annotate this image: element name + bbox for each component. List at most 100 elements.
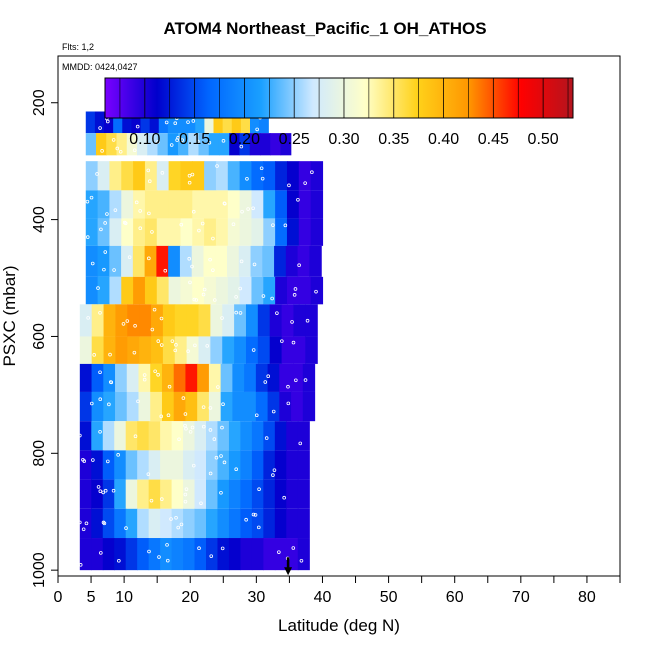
heat-cell — [275, 218, 288, 246]
heat-cell — [206, 421, 219, 451]
heat-cell — [204, 218, 217, 246]
sample-point — [209, 554, 214, 558]
heat-cell — [121, 276, 134, 305]
heat-cell — [114, 479, 127, 509]
sample-point — [165, 558, 170, 563]
heat-cell — [240, 538, 253, 571]
heat-cell — [106, 133, 118, 156]
heat-cell — [251, 450, 264, 480]
heat-cell — [162, 336, 176, 364]
heat-cell — [144, 190, 158, 219]
heat-cell — [168, 276, 182, 305]
sample-point — [138, 209, 142, 213]
heat-cell — [109, 276, 122, 305]
y-tick-label: 800 — [31, 440, 48, 467]
heat-cell — [151, 304, 164, 337]
colorbar-tick-label: 0.15 — [179, 131, 210, 148]
heat-cell — [305, 336, 318, 364]
heat-cell — [239, 133, 251, 156]
heat-cell — [274, 450, 287, 480]
heat-cell — [125, 450, 138, 480]
sample-point — [103, 250, 108, 254]
sample-point — [142, 377, 147, 382]
heat-cell — [79, 391, 93, 422]
heat-cell — [97, 218, 111, 246]
y-tick-label: 600 — [31, 323, 48, 350]
sample-point — [214, 455, 219, 460]
heat-cell — [270, 133, 282, 156]
heat-cell — [204, 276, 217, 305]
heat-cell — [263, 161, 276, 191]
heat-cell — [148, 479, 161, 509]
heat-cell — [91, 508, 104, 539]
heat-cell — [137, 450, 150, 480]
heat-cell — [115, 336, 128, 364]
end-marker-head — [284, 567, 293, 576]
heat-cell — [183, 450, 196, 480]
sample-point — [208, 428, 213, 432]
heat-cell — [309, 245, 322, 277]
heat-cell — [178, 133, 189, 156]
heat-cell — [220, 363, 233, 392]
heat-cell — [137, 538, 150, 571]
sample-point — [192, 297, 197, 302]
heat-cell — [215, 245, 228, 277]
heat-cell — [228, 421, 242, 451]
sample-point — [176, 525, 181, 530]
heat-cell — [280, 133, 292, 156]
sample-point — [271, 409, 276, 414]
heat-cell — [115, 391, 128, 422]
heat-cell — [103, 363, 116, 392]
heat-cell — [91, 479, 104, 509]
heat-cell — [85, 111, 96, 134]
heat-cell — [102, 479, 115, 509]
heat-cell — [121, 161, 134, 191]
sample-point — [297, 263, 301, 268]
heat-cell — [195, 111, 205, 134]
colorbar-tick-label: 0.10 — [129, 131, 160, 148]
heat-cell — [114, 538, 127, 571]
heat-cell — [91, 421, 104, 451]
heat-cell — [148, 508, 161, 539]
heat-cell — [192, 161, 205, 191]
x-tick-label: 60 — [446, 589, 464, 606]
heat-cell — [192, 190, 205, 219]
heat-cell — [126, 391, 140, 422]
heat-cell — [114, 508, 127, 539]
sample-point — [212, 437, 217, 441]
sample-point — [257, 487, 261, 492]
heat-cell — [113, 111, 123, 134]
sample-point — [103, 221, 107, 225]
sample-point — [251, 512, 256, 517]
heat-cell — [150, 391, 163, 422]
heat-cell — [286, 508, 299, 539]
heat-cell — [298, 218, 312, 246]
heat-cell — [125, 421, 138, 451]
sample-point — [238, 286, 242, 291]
sample-point — [136, 399, 140, 404]
heat-cell — [121, 190, 134, 219]
sample-point — [156, 339, 161, 343]
heat-cell — [286, 161, 300, 191]
heat-cell — [115, 304, 128, 337]
heat-cell — [206, 450, 219, 480]
sample-point — [81, 527, 86, 532]
heat-cell — [79, 304, 93, 337]
sample-point — [101, 520, 106, 525]
x-tick-label: 40 — [314, 589, 332, 606]
sample-point — [245, 176, 249, 181]
heat-cell — [171, 508, 184, 539]
heat-cell — [79, 508, 92, 539]
sample-point — [108, 380, 113, 384]
sample-point — [292, 293, 297, 297]
heat-cell — [137, 508, 150, 539]
sample-point — [150, 327, 155, 332]
sample-point — [132, 350, 137, 355]
sample-point — [211, 268, 215, 272]
heat-cell — [148, 538, 161, 571]
heat-cell — [125, 508, 138, 539]
heat-cell — [291, 363, 304, 392]
sample-point — [184, 487, 189, 491]
sample-point — [174, 515, 178, 520]
sample-point — [251, 348, 256, 352]
